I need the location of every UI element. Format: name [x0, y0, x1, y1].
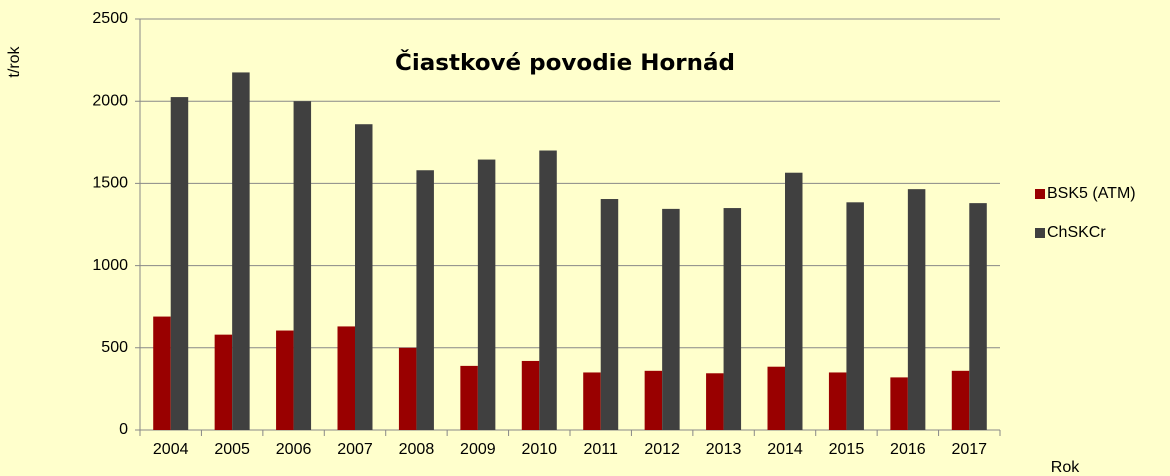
- bar: [907, 189, 926, 430]
- bar: [890, 377, 908, 430]
- bar: [828, 372, 847, 430]
- bar: [521, 360, 540, 430]
- bar: [706, 373, 724, 430]
- bar: [337, 326, 355, 430]
- bar: [477, 159, 496, 430]
- bar: [951, 370, 970, 430]
- legend-swatch: [1035, 228, 1045, 238]
- x-tick-label: 2017: [951, 441, 987, 458]
- bar: [969, 203, 987, 430]
- y-tick-label: 500: [101, 339, 128, 356]
- y-tick-label: 0: [119, 421, 128, 438]
- x-tick-label: 2009: [460, 441, 496, 458]
- bar: [583, 372, 601, 430]
- x-tick-label: 2013: [706, 441, 742, 458]
- bar: [232, 72, 250, 431]
- bar: [539, 150, 557, 430]
- legend-label: BSK5 (ATM): [1047, 185, 1136, 202]
- legend-label: ChSKCr: [1047, 224, 1106, 241]
- y-tick-label: 1500: [92, 175, 128, 192]
- y-tick-label: 1000: [92, 257, 128, 274]
- bar: [662, 208, 680, 430]
- y-tick-label: 2500: [92, 10, 128, 27]
- bar: [214, 334, 233, 430]
- legend-swatch: [1035, 189, 1045, 199]
- bar: [355, 124, 373, 430]
- bar: [416, 170, 434, 431]
- bar: [600, 199, 619, 430]
- bar: [846, 202, 864, 430]
- x-tick-label: 2014: [767, 441, 803, 458]
- x-tick-label: 2004: [153, 441, 189, 458]
- bar: [644, 370, 663, 430]
- x-tick-label: 2016: [890, 441, 926, 458]
- x-tick-label: 2007: [337, 441, 373, 458]
- bar: [276, 330, 294, 430]
- bar: [723, 208, 742, 430]
- bar: [785, 172, 803, 431]
- chart-title: Čiastkové povodie Hornád: [395, 50, 735, 76]
- bar: [293, 101, 312, 430]
- bar: [398, 347, 417, 430]
- x-tick-label: 2008: [399, 441, 435, 458]
- bar: [460, 365, 478, 430]
- x-tick-label: 2006: [276, 441, 312, 458]
- x-tick-label: 2010: [521, 441, 557, 458]
- x-tick-label: 2012: [644, 441, 680, 458]
- bar: [170, 97, 189, 430]
- y-tick-label: 2000: [92, 92, 128, 109]
- x-tick-label: 2011: [584, 441, 619, 458]
- bar: [153, 316, 171, 430]
- bar: [767, 366, 785, 430]
- x-tick-label: 2015: [829, 441, 865, 458]
- x-axis-label: Rok: [1051, 459, 1080, 476]
- y-axis-label: t/rok: [6, 45, 23, 77]
- x-tick-label: 2005: [214, 441, 250, 458]
